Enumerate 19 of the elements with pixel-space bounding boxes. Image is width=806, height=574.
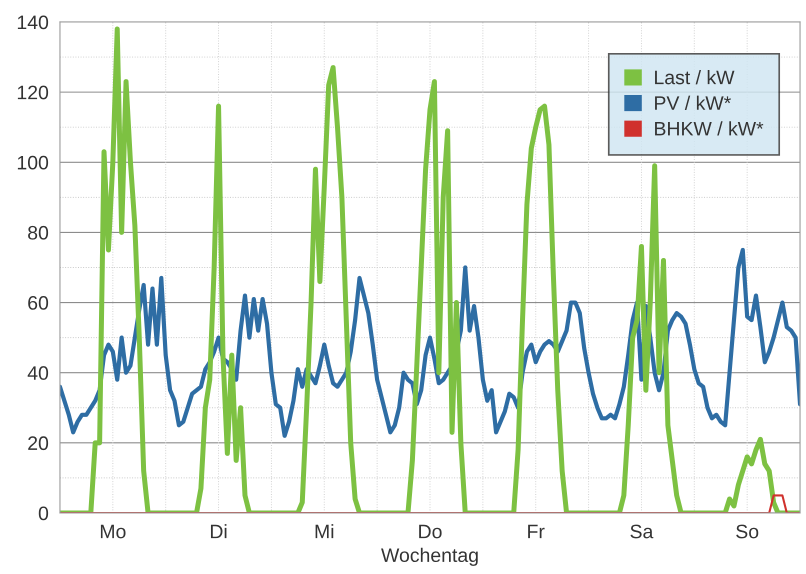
y-tick-label: 100	[18, 156, 48, 170]
x-tick-label: Sa	[630, 524, 654, 538]
y-tick-label: 120	[18, 86, 48, 100]
y-tick-label: 80	[28, 226, 48, 240]
x-axis-title: Wochentag	[381, 548, 478, 566]
legend-label: Last / kW	[655, 70, 734, 84]
y-tick-label: 40	[28, 366, 48, 380]
x-tick-label: Do	[419, 524, 442, 538]
y-tick-label: 140	[18, 15, 48, 30]
x-tick-label: Fr	[528, 524, 545, 538]
y-tick-label: 60	[28, 296, 48, 310]
x-tick-label: Mi	[316, 524, 334, 538]
legend-label: BHKW / kW*	[655, 121, 764, 136]
x-tick-label: So	[736, 524, 758, 538]
y-tick-label: 20	[28, 436, 48, 450]
x-tick-label: Di	[210, 524, 226, 538]
legend-label: PV / kW*	[655, 96, 731, 110]
y-tick-label: 0	[38, 506, 48, 520]
x-tick-label: Mo	[100, 524, 126, 538]
